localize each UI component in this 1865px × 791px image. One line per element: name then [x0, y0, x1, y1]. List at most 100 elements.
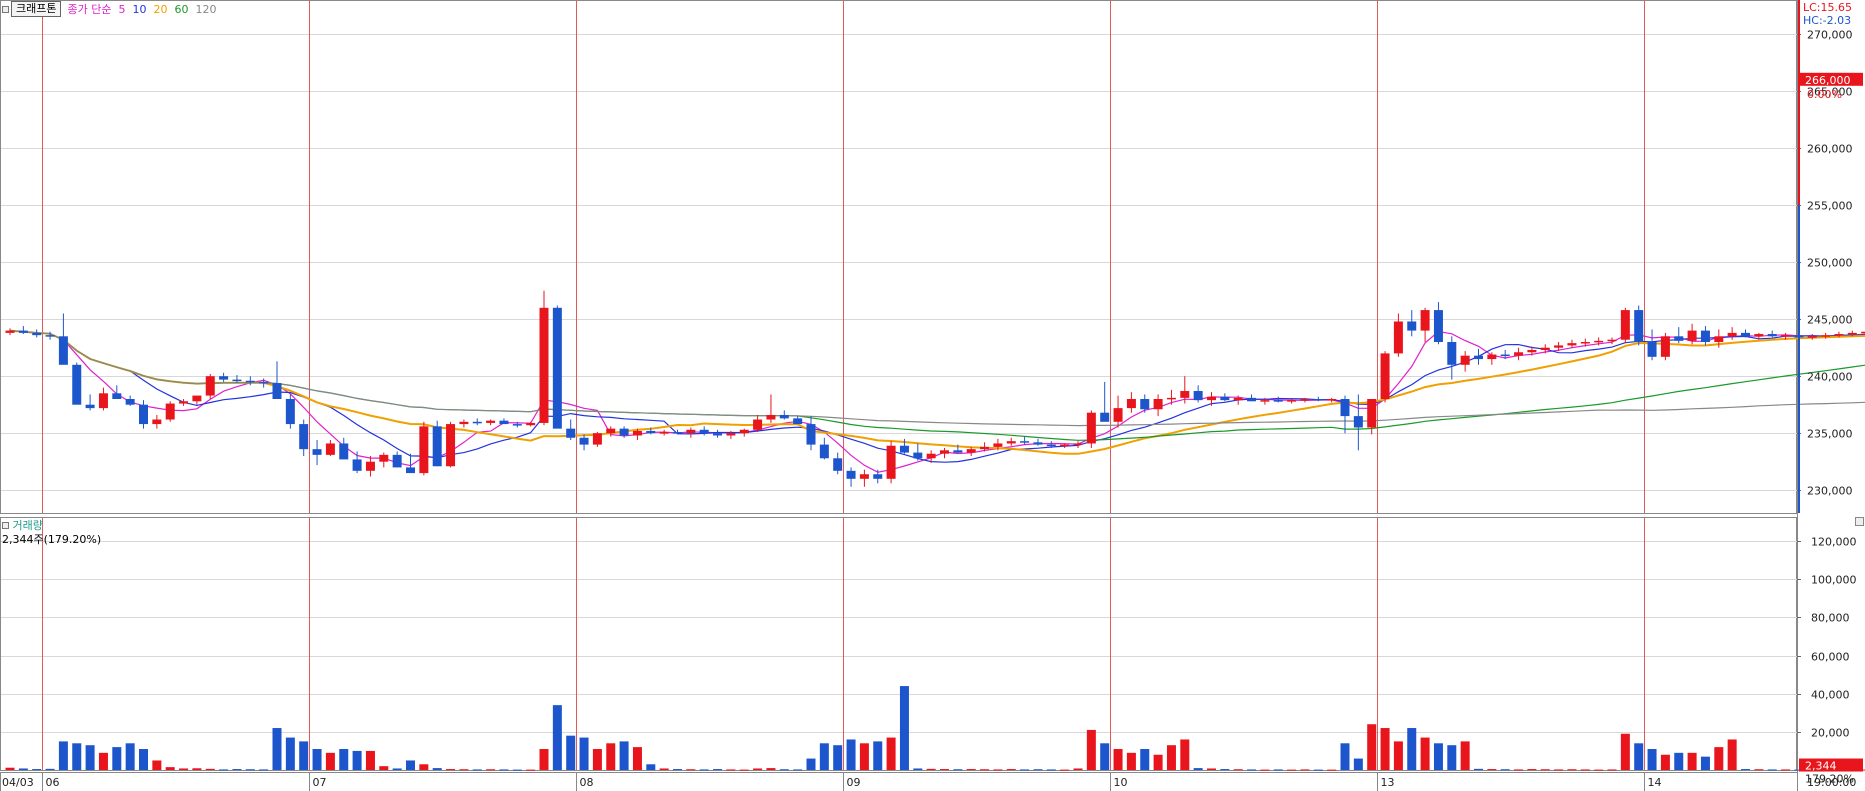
- volume-bar[interactable]: [1247, 769, 1257, 771]
- volume-bar[interactable]: [472, 769, 482, 771]
- candle[interactable]: [512, 421, 522, 428]
- volume-bar[interactable]: [1287, 769, 1297, 771]
- volume-bar[interactable]: [1407, 728, 1417, 770]
- candle[interactable]: [833, 452, 843, 475]
- candle[interactable]: [486, 419, 496, 426]
- volume-bar[interactable]: [339, 749, 349, 770]
- volume-bar[interactable]: [285, 737, 295, 770]
- volume-bar[interactable]: [819, 743, 829, 770]
- volume-bar[interactable]: [1113, 749, 1123, 770]
- candle[interactable]: [886, 441, 896, 484]
- volume-bar[interactable]: [1620, 733, 1630, 770]
- candle[interactable]: [1420, 307, 1430, 342]
- volume-bar[interactable]: [1353, 758, 1363, 770]
- volume-bar[interactable]: [1380, 728, 1390, 770]
- volume-bar[interactable]: [1754, 769, 1764, 771]
- volume-bar[interactable]: [192, 768, 202, 770]
- volume-bar[interactable]: [299, 741, 309, 770]
- volume-bar[interactable]: [1180, 739, 1190, 770]
- volume-bar[interactable]: [1313, 769, 1323, 771]
- volume-bar[interactable]: [245, 769, 255, 771]
- volume-bar[interactable]: [873, 741, 883, 770]
- volume-bar[interactable]: [1660, 754, 1670, 770]
- candle[interactable]: [1620, 307, 1630, 344]
- volume-bar[interactable]: [72, 743, 82, 770]
- candle[interactable]: [339, 437, 349, 460]
- candle[interactable]: [472, 418, 482, 426]
- candle[interactable]: [379, 452, 389, 468]
- candle[interactable]: [259, 378, 269, 388]
- candle[interactable]: [1020, 436, 1030, 445]
- volume-bar[interactable]: [1460, 741, 1470, 770]
- volume-bar[interactable]: [673, 769, 682, 771]
- candle[interactable]: [899, 438, 909, 454]
- volume-bar[interactable]: [1086, 729, 1096, 770]
- panel-menu-icon[interactable]: [2, 5, 9, 13]
- candle[interactable]: [1540, 344, 1550, 354]
- volume-bar[interactable]: [486, 769, 496, 771]
- candle[interactable]: [1447, 336, 1457, 380]
- candle[interactable]: [1821, 332, 1831, 339]
- candle[interactable]: [192, 395, 202, 405]
- volume-bar[interactable]: [1474, 768, 1483, 770]
- volume-bar[interactable]: [446, 769, 456, 771]
- volume-bar[interactable]: [980, 769, 990, 771]
- candle[interactable]: [1807, 334, 1817, 340]
- volume-bar[interactable]: [1420, 737, 1430, 770]
- volume-bar[interactable]: [619, 741, 629, 770]
- volume-bar[interactable]: [1700, 756, 1710, 770]
- candle[interactable]: [1674, 327, 1684, 344]
- candle[interactable]: [1700, 326, 1710, 346]
- candle[interactable]: [392, 451, 402, 468]
- volume-bar[interactable]: [1327, 769, 1337, 771]
- volume-bar[interactable]: [1714, 747, 1724, 770]
- volume-bar[interactable]: [1433, 743, 1443, 770]
- volume-bar[interactable]: [1767, 769, 1777, 771]
- candle[interactable]: [1433, 302, 1443, 345]
- candle[interactable]: [1407, 310, 1417, 337]
- candle[interactable]: [793, 416, 803, 425]
- candle[interactable]: [1113, 395, 1123, 428]
- volume-bar[interactable]: [85, 745, 95, 770]
- candle[interactable]: [245, 376, 255, 386]
- candle[interactable]: [98, 387, 108, 411]
- candle[interactable]: [1207, 392, 1216, 406]
- candle[interactable]: [1594, 337, 1604, 346]
- candle[interactable]: [1634, 305, 1644, 346]
- volume-panel-menu-icon[interactable]: [2, 522, 9, 529]
- volume-bar[interactable]: [753, 768, 763, 770]
- volume-bar[interactable]: [1741, 769, 1750, 771]
- candle[interactable]: [646, 427, 656, 435]
- volume-bar[interactable]: [953, 769, 963, 771]
- candle[interactable]: [1367, 399, 1377, 435]
- candle[interactable]: [980, 442, 990, 452]
- candle[interactable]: [139, 400, 148, 429]
- candle[interactable]: [659, 429, 669, 436]
- volume-bar[interactable]: [699, 769, 709, 771]
- volume-bar[interactable]: [312, 749, 322, 770]
- volume-bar[interactable]: [779, 769, 789, 771]
- candle[interactable]: [1834, 331, 1844, 338]
- volume-bar[interactable]: [940, 769, 949, 771]
- volume-bar[interactable]: [1073, 768, 1083, 770]
- volume-bar[interactable]: [1233, 769, 1243, 771]
- candle[interactable]: [632, 428, 642, 441]
- candle[interactable]: [1287, 399, 1297, 404]
- candle[interactable]: [1687, 323, 1697, 345]
- volume-bar[interactable]: [1607, 769, 1617, 771]
- volume-bar[interactable]: [726, 769, 736, 771]
- volume-bar[interactable]: [1554, 769, 1564, 771]
- volume-bar[interactable]: [499, 769, 509, 771]
- volume-bar[interactable]: [806, 758, 816, 770]
- volume-bar[interactable]: [1500, 769, 1510, 771]
- candle[interactable]: [299, 419, 309, 456]
- volume-bar[interactable]: [1674, 752, 1684, 770]
- volume-bar[interactable]: [432, 768, 442, 770]
- candle[interactable]: [459, 419, 469, 428]
- candle[interactable]: [1714, 329, 1724, 348]
- candle[interactable]: [1554, 342, 1564, 352]
- volume-bar[interactable]: [419, 764, 429, 770]
- volume-bar[interactable]: [459, 769, 469, 771]
- candle[interactable]: [1193, 385, 1203, 403]
- volume-bar[interactable]: [993, 769, 1003, 771]
